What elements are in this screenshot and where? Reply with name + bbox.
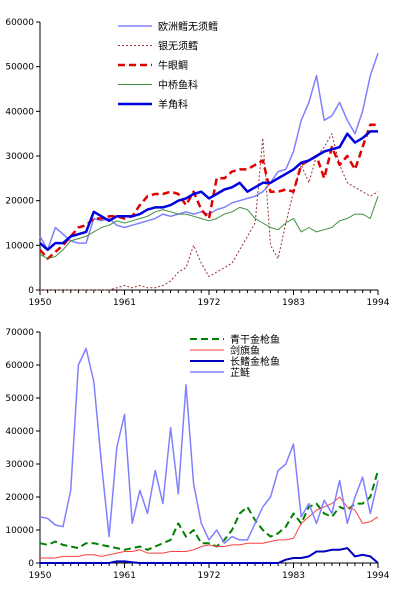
series-line-3: [39, 123, 378, 260]
legend-entry: 青干金枪鱼: [230, 333, 280, 346]
x-tick-label: 1950: [29, 571, 52, 581]
series-line-4: [39, 196, 379, 260]
y-tick-label: 40000: [5, 107, 34, 117]
x-tick-label: 1983: [282, 571, 305, 581]
y-tick-label: 60000: [5, 361, 34, 371]
legend-entry: 羊角科: [158, 98, 188, 111]
legend-entry: 芷鲢: [230, 366, 250, 379]
y-tick-label: 40000: [5, 427, 34, 437]
series-line-2: [40, 133, 379, 291]
y-tick-label: 30000: [5, 460, 34, 470]
y-tick-label: 20000: [5, 493, 34, 503]
x-tick-label: 1961: [113, 298, 136, 308]
legend-entry: 剑旗鱼: [230, 344, 260, 357]
series-line-4: [39, 347, 379, 544]
legend-entry: 欧洲鳕无须鳕: [158, 20, 218, 33]
y-tick-label: 70000: [5, 328, 34, 338]
x-tick-label: 1994: [367, 298, 390, 308]
chart-panel-2: 0 10000 20000 30000 40000 50000 60000 70000 1950…: [5, 328, 389, 581]
y-tick-label: 0: [28, 286, 34, 296]
y-tick-label: 10000: [5, 526, 34, 536]
y-tick-label: 20000: [5, 197, 34, 207]
y-tick-label: 0: [28, 559, 34, 569]
series-line-1: [39, 470, 379, 551]
legend-entry: 长鳍金枪鱼: [230, 355, 280, 368]
y-tick-label: 60000: [5, 18, 34, 28]
x-tick-label: 1983: [282, 298, 305, 308]
legend-entry: 牛眼鲷: [158, 59, 188, 72]
series-line-5: [39, 130, 378, 252]
y-tick-label: 10000: [5, 241, 34, 251]
x-tick-label: 1961: [113, 571, 136, 581]
x-tick-label: 1994: [367, 571, 390, 581]
legend-entry: 中桥鱼科: [158, 79, 198, 92]
legend-entry: 银无须鳕: [158, 40, 198, 53]
y-tick-label: 50000: [5, 394, 34, 404]
y-tick-label: 30000: [5, 152, 34, 162]
x-tick-label: 1972: [198, 298, 221, 308]
series-line-3: [40, 547, 379, 564]
x-tick-label: 1950: [29, 298, 52, 308]
y-tick-label: 50000: [5, 63, 34, 73]
x-tick-label: 1972: [198, 571, 221, 581]
chart-panel-1: 0 10000 20000 30000 40000 50000 60000 1950 1961 1…: [5, 18, 389, 308]
